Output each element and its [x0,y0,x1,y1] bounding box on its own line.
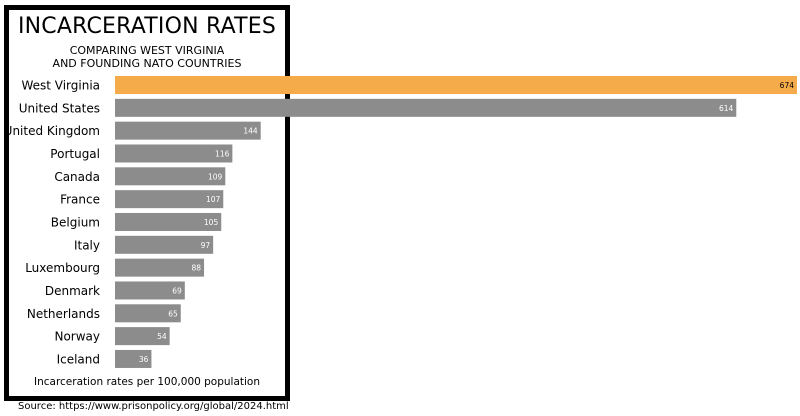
category-label-west-virginia: West Virginia [21,79,100,93]
bar-canada [115,167,226,186]
value-label-united-states: 614 [719,104,734,113]
value-label-france: 107 [206,195,221,204]
bar-luxembourg [115,258,205,277]
bar-norway [115,327,170,346]
bar-netherlands [115,304,181,323]
bar-denmark [115,281,185,300]
category-label-portugal: Portugal [50,147,100,161]
category-label-luxembourg: Luxembourg [25,261,100,275]
category-label-canada: Canada [54,170,100,184]
value-label-italy: 97 [201,241,211,250]
bar-iceland [115,349,152,368]
bar-france [115,190,224,209]
category-label-france: France [60,193,100,207]
value-label-netherlands: 65 [168,309,178,318]
category-label-united-states: United States [19,101,100,115]
title-panel-frame [4,5,290,401]
chart-subtitle-line-1: COMPARING WEST VIRGINIA [69,44,225,57]
bar-portugal [115,144,233,163]
value-label-luxembourg: 88 [191,264,201,273]
bar-united-kingdom [115,121,261,140]
chart-footnote: Incarceration rates per 100,000 populati… [33,376,261,388]
chart-title: INCARCERATION RATES [17,14,277,39]
category-label-norway: Norway [54,330,100,344]
category-label-united-kingdom: United Kingdom [4,124,100,138]
category-label-italy: Italy [74,238,100,252]
value-label-west-virginia: 674 [780,81,795,90]
bar-italy [115,235,214,254]
value-label-united-kingdom: 144 [243,127,258,136]
category-label-iceland: Iceland [57,352,100,366]
bar-united-states [115,98,737,117]
value-label-portugal: 116 [215,149,230,158]
chart-subtitle-line-2: AND FOUNDING NATO COUNTRIES [52,57,242,70]
source-note: Source: https://www.prisonpolicy.org/glo… [18,401,289,412]
value-label-denmark: 69 [172,286,182,295]
value-label-norway: 54 [157,332,167,341]
category-label-denmark: Denmark [45,284,100,298]
category-label-belgium: Belgium [51,215,100,229]
value-label-belgium: 105 [204,218,219,227]
category-label-netherlands: Netherlands [27,307,100,321]
bar-belgium [115,212,222,231]
bar-west-virginia [115,76,797,94]
value-label-canada: 109 [208,172,223,181]
value-label-iceland: 36 [139,355,149,364]
